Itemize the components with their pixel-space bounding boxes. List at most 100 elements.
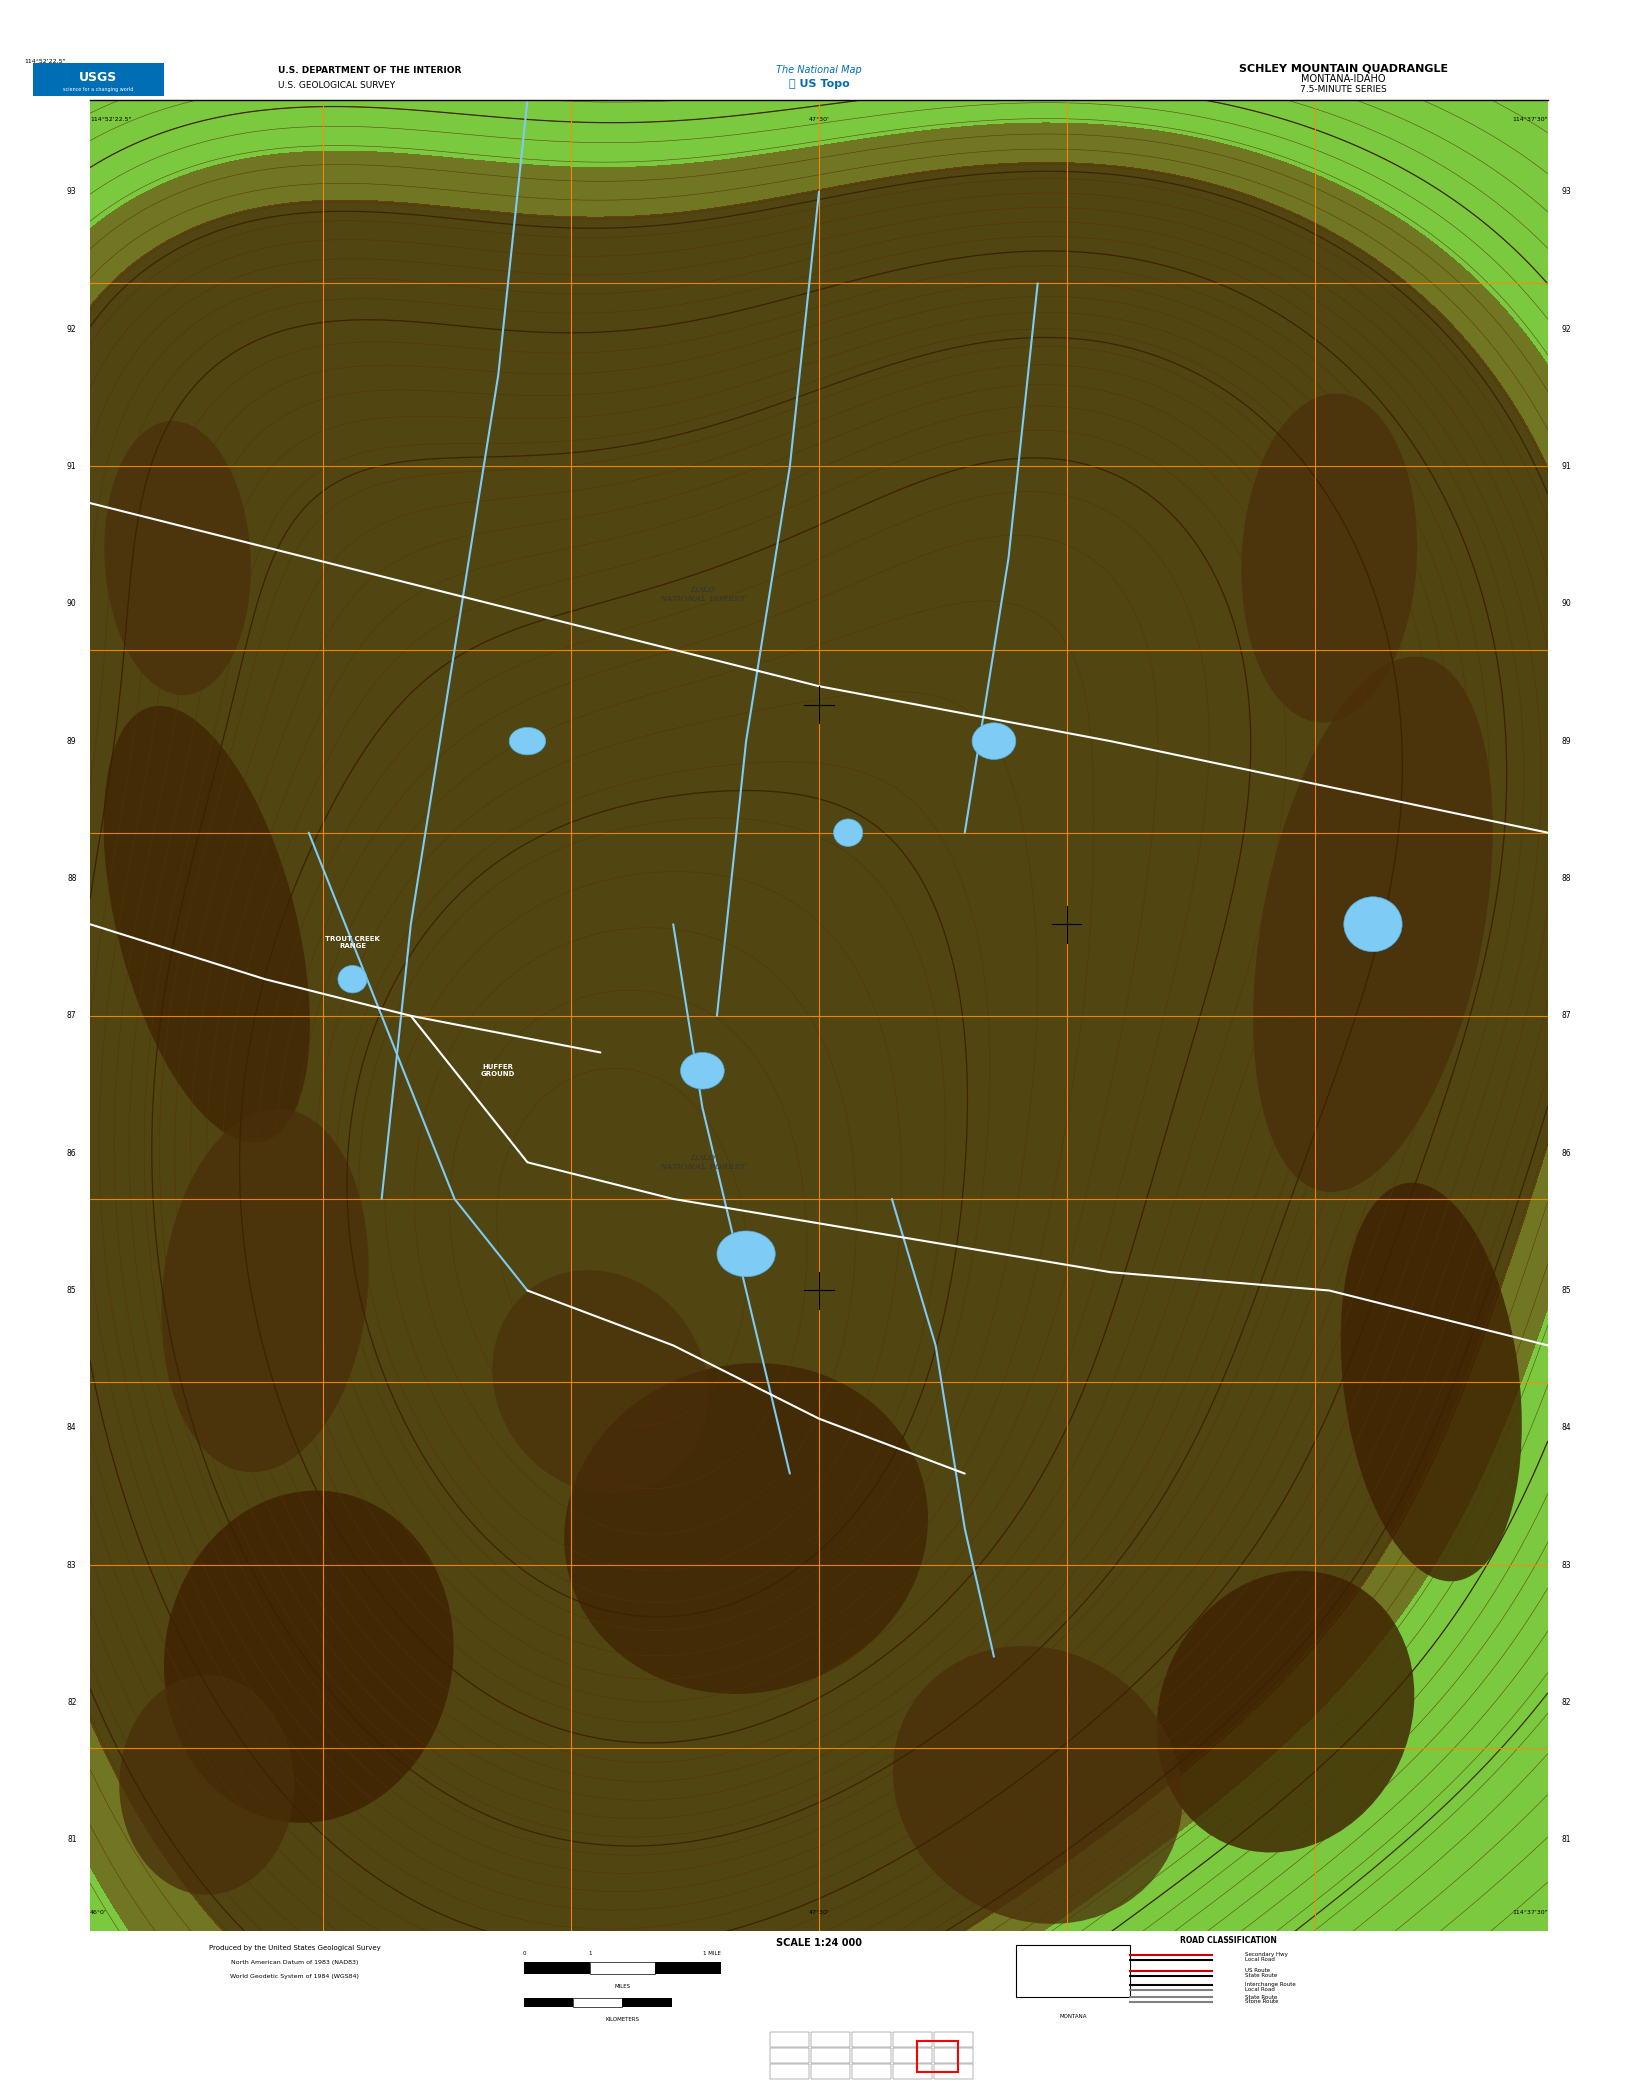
- Bar: [811, 2063, 850, 2080]
- Bar: [770, 2048, 809, 2063]
- Text: 90: 90: [1561, 599, 1571, 608]
- Bar: [852, 2032, 891, 2046]
- Ellipse shape: [1253, 656, 1492, 1192]
- Bar: [811, 2032, 850, 2046]
- Text: 🗺 US Topo: 🗺 US Topo: [788, 79, 850, 90]
- Text: 84: 84: [67, 1424, 77, 1432]
- Bar: [770, 2032, 809, 2046]
- Text: U.S. DEPARTMENT OF THE INTERIOR: U.S. DEPARTMENT OF THE INTERIOR: [278, 67, 462, 75]
- Text: 114°37'30": 114°37'30": [1512, 117, 1548, 121]
- Text: 1: 1: [588, 1950, 591, 1956]
- Text: Local Road: Local Road: [1245, 1988, 1274, 1992]
- Ellipse shape: [1242, 393, 1417, 722]
- Text: MONTANA-IDAHO: MONTANA-IDAHO: [1301, 75, 1386, 84]
- Text: MILES: MILES: [614, 1984, 631, 1988]
- Bar: [934, 2063, 973, 2080]
- Text: 84: 84: [1561, 1424, 1571, 1432]
- Text: 92: 92: [67, 324, 77, 334]
- Text: The National Map: The National Map: [776, 65, 862, 75]
- Text: 85: 85: [1561, 1286, 1571, 1295]
- Bar: [934, 2032, 973, 2046]
- Text: KILOMETERS: KILOMETERS: [606, 2017, 639, 2021]
- Text: LOLO
NATIONAL FOREST: LOLO NATIONAL FOREST: [658, 587, 745, 603]
- Bar: [590, 1963, 655, 1973]
- Ellipse shape: [1156, 1570, 1414, 1852]
- Text: 89: 89: [1561, 737, 1571, 745]
- Ellipse shape: [563, 1363, 929, 1693]
- Text: 86: 86: [67, 1148, 77, 1157]
- Text: TROUT CREEK
RANGE: TROUT CREEK RANGE: [324, 935, 380, 950]
- Ellipse shape: [337, 965, 367, 994]
- Text: 86: 86: [1561, 1148, 1571, 1157]
- Ellipse shape: [164, 1491, 454, 1823]
- Text: 114°52'22.5": 114°52'22.5": [90, 117, 131, 121]
- Text: USGS: USGS: [79, 71, 118, 84]
- Bar: [524, 1963, 590, 1973]
- Text: US Route: US Route: [1245, 1969, 1269, 1973]
- Text: 89: 89: [67, 737, 77, 745]
- Text: science for a changing world: science for a changing world: [64, 88, 133, 92]
- Bar: [893, 2048, 932, 2063]
- Text: LOLO
NATIONAL FOREST: LOLO NATIONAL FOREST: [658, 1155, 745, 1171]
- Text: North American Datum of 1983 (NAD83): North American Datum of 1983 (NAD83): [231, 1961, 359, 1965]
- Bar: [33, 63, 164, 96]
- Text: 7.5-MINUTE SERIES: 7.5-MINUTE SERIES: [1301, 86, 1386, 94]
- Text: Produced by the United States Geological Survey: Produced by the United States Geological…: [210, 1946, 380, 1952]
- Text: State Route: State Route: [1245, 1994, 1278, 2000]
- Text: MONTANA: MONTANA: [1060, 2013, 1086, 2019]
- Bar: [655, 1963, 721, 1973]
- Ellipse shape: [493, 1270, 708, 1495]
- Text: 91: 91: [1561, 461, 1571, 472]
- Text: 1 MILE: 1 MILE: [703, 1950, 721, 1956]
- Text: 83: 83: [1561, 1560, 1571, 1570]
- Text: 87: 87: [1561, 1011, 1571, 1021]
- Ellipse shape: [105, 422, 251, 695]
- Text: 114°52'22.5": 114°52'22.5": [25, 58, 66, 63]
- Text: HUFFER
GROUND: HUFFER GROUND: [482, 1065, 516, 1077]
- Text: 93: 93: [67, 188, 77, 196]
- Text: Secondary Hwy: Secondary Hwy: [1245, 1952, 1287, 1956]
- Text: 47°30': 47°30': [809, 1911, 829, 1915]
- Text: 91: 91: [67, 461, 77, 472]
- Text: 93: 93: [1561, 188, 1571, 196]
- Text: 88: 88: [67, 875, 77, 883]
- Bar: [934, 2048, 973, 2063]
- Bar: [893, 2032, 932, 2046]
- Text: Stone Route: Stone Route: [1245, 2000, 1278, 2004]
- Text: 82: 82: [67, 1698, 77, 1708]
- Ellipse shape: [971, 722, 1016, 760]
- Bar: [917, 2042, 958, 2071]
- Text: 81: 81: [67, 1835, 77, 1844]
- Text: SCHLEY MOUNTAIN QUADRANGLE: SCHLEY MOUNTAIN QUADRANGLE: [1238, 65, 1448, 73]
- Text: 88: 88: [1561, 875, 1571, 883]
- Bar: [852, 2063, 891, 2080]
- Text: 83: 83: [67, 1560, 77, 1570]
- Bar: [770, 2063, 809, 2080]
- Text: 0: 0: [523, 1950, 526, 1956]
- Text: U.S. GEOLOGICAL SURVEY: U.S. GEOLOGICAL SURVEY: [278, 81, 396, 90]
- Bar: [811, 2048, 850, 2063]
- Bar: [573, 1998, 622, 2007]
- Text: ROAD CLASSIFICATION: ROAD CLASSIFICATION: [1179, 1936, 1278, 1946]
- Ellipse shape: [893, 1645, 1183, 1923]
- Bar: [852, 2048, 891, 2063]
- Bar: [524, 1998, 573, 2007]
- Text: Local Road: Local Road: [1245, 1956, 1274, 1963]
- Text: SCALE 1:24 000: SCALE 1:24 000: [776, 1938, 862, 1948]
- Ellipse shape: [717, 1232, 775, 1276]
- Ellipse shape: [680, 1052, 724, 1090]
- Ellipse shape: [162, 1109, 369, 1472]
- Text: 92: 92: [1561, 324, 1571, 334]
- Text: 114°37'30": 114°37'30": [1512, 1911, 1548, 1915]
- Text: 87: 87: [67, 1011, 77, 1021]
- Bar: [622, 1998, 672, 2007]
- Ellipse shape: [834, 818, 863, 846]
- Ellipse shape: [1343, 896, 1402, 952]
- Text: 85: 85: [67, 1286, 77, 1295]
- Text: 82: 82: [1561, 1698, 1571, 1708]
- Text: 90: 90: [67, 599, 77, 608]
- Ellipse shape: [120, 1675, 295, 1894]
- Text: 81: 81: [1561, 1835, 1571, 1844]
- Ellipse shape: [509, 727, 545, 756]
- Ellipse shape: [1342, 1182, 1522, 1581]
